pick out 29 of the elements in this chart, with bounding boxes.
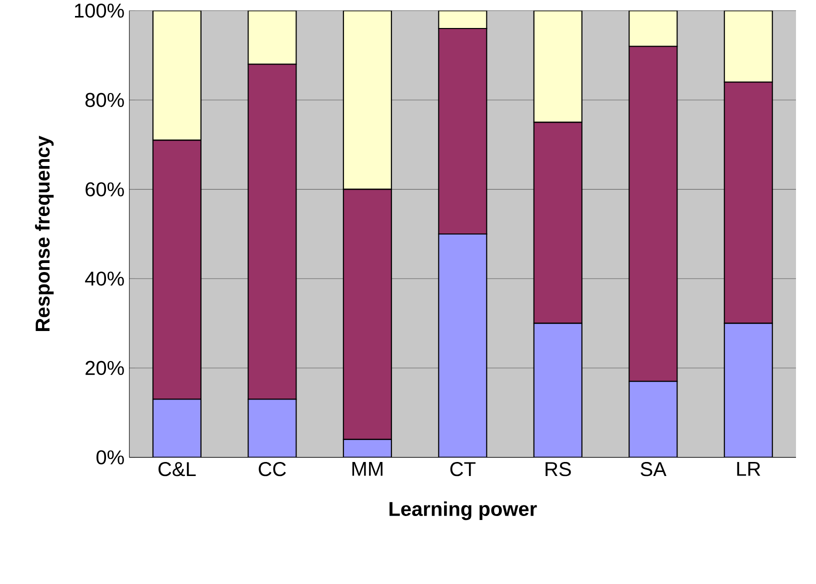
x-tick-label: CT: [450, 462, 476, 476]
bar: [342, 10, 392, 190]
bar: [438, 10, 488, 30]
bar: [533, 322, 582, 458]
y-tick-label: 80%: [85, 92, 124, 108]
bar: [152, 398, 202, 458]
x-tick-label: C&L: [158, 462, 196, 476]
bar: [248, 10, 297, 65]
y-tick-label: 20%: [86, 360, 124, 376]
x-tick-label: LR: [737, 462, 760, 476]
y-tick-label: 40%: [85, 272, 124, 286]
bar: [152, 10, 202, 141]
x-tick-label: CC: [258, 462, 286, 476]
bar: [628, 10, 678, 47]
x-tick-label: SA: [640, 462, 666, 476]
y-axis-title: Response frequency: [35, 136, 54, 332]
bar: [628, 380, 678, 458]
bar: [248, 398, 297, 458]
bar: [724, 10, 773, 83]
bar: [438, 233, 488, 458]
y-tick-label: 100%: [75, 4, 124, 18]
bar: [533, 10, 582, 123]
y-tick-label: 0%: [96, 450, 124, 464]
x-axis-title: Learning power: [390, 501, 537, 520]
y-tick-label: 60%: [86, 182, 124, 196]
x-tick-label: RS: [546, 462, 571, 476]
bar: [724, 322, 773, 458]
x-tick-label: MM: [352, 462, 382, 476]
bar: [342, 438, 392, 458]
